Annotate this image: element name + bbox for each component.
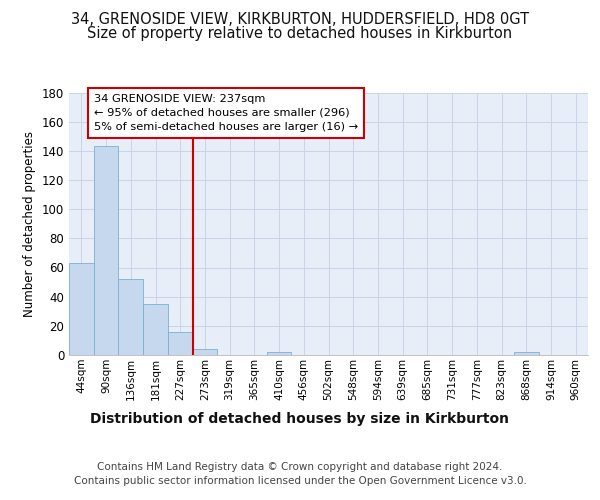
Bar	[69, 263, 94, 355]
Y-axis label: Number of detached properties: Number of detached properties	[23, 130, 36, 317]
Bar	[118, 279, 143, 355]
Bar	[168, 332, 193, 355]
Text: Size of property relative to detached houses in Kirkburton: Size of property relative to detached ho…	[88, 26, 512, 41]
Text: Contains HM Land Registry data © Crown copyright and database right 2024.
Contai: Contains HM Land Registry data © Crown c…	[74, 462, 526, 486]
Bar	[94, 146, 118, 355]
Text: 34, GRENOSIDE VIEW, KIRKBURTON, HUDDERSFIELD, HD8 0GT: 34, GRENOSIDE VIEW, KIRKBURTON, HUDDERSF…	[71, 12, 529, 28]
Bar	[193, 349, 217, 355]
Bar	[267, 352, 292, 355]
Text: Distribution of detached houses by size in Kirkburton: Distribution of detached houses by size …	[91, 412, 509, 426]
Bar	[143, 304, 168, 355]
Text: 34 GRENOSIDE VIEW: 237sqm
← 95% of detached houses are smaller (296)
5% of semi-: 34 GRENOSIDE VIEW: 237sqm ← 95% of detac…	[94, 94, 358, 132]
Bar	[514, 352, 539, 355]
